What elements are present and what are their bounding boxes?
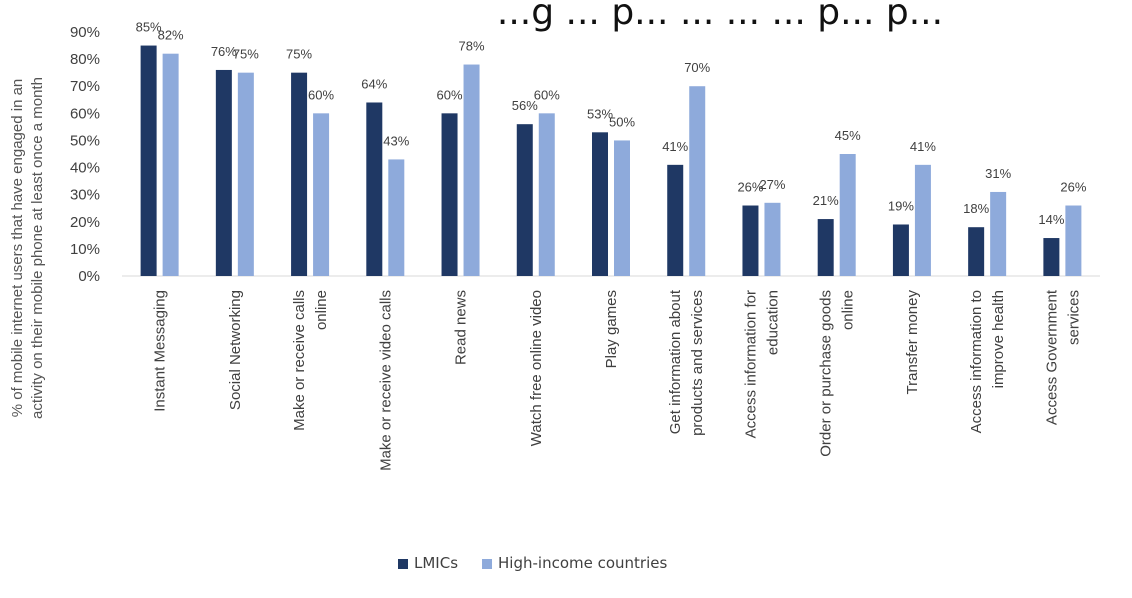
bar-high-income [1065,205,1082,276]
bar-high-income [538,113,555,276]
bar-lmics [892,224,909,276]
bar-high-income [614,140,630,276]
bar-lmics [817,219,834,276]
bar-lmics [366,102,383,276]
x-tick-label: education [764,290,781,355]
x-tick-label: Make or receive calls [291,290,308,431]
bar-high-income [689,86,706,276]
data-label: 43% [383,133,409,148]
bar-lmics [215,69,232,276]
data-label: 26% [1060,180,1086,195]
data-label: 60% [534,87,560,102]
data-label: 45% [835,128,861,143]
y-tick-label: 30% [70,187,100,204]
bar-lmics [441,113,458,276]
bar-lmics [968,227,985,276]
legend-swatch-high-income [482,559,493,569]
x-tick-label: products and services [689,290,706,436]
x-tick-label: Access Government [1043,289,1060,425]
y-tick-label: 40% [70,160,100,177]
bar-lmics [291,72,308,277]
data-label: 56% [512,98,538,113]
x-tick-label: Social Networking [227,290,244,410]
data-label: 60% [437,87,463,102]
x-tick-label: Access information to [968,290,985,433]
y-axis-label: % of mobile internet users that have eng… [9,77,46,419]
data-label: 50% [609,114,635,129]
data-label: 64% [361,76,387,91]
y-tick-label: 90% [70,24,100,41]
data-label: 31% [985,166,1011,181]
bar-lmics [592,132,608,276]
x-tick-label: Make or receive video calls [377,290,394,471]
y-tick-label: 60% [70,105,100,122]
data-label: 82% [158,28,184,43]
data-label: 26% [737,180,763,195]
y-axis-ticks: 0% 10% 20% 30% 40% 50% 60% 70% 80% 90% [70,24,100,285]
y-tick-label: 80% [70,51,100,68]
data-label: 19% [888,198,914,213]
y-tick-label: 20% [70,214,100,231]
x-tick-label: Watch free online video [528,290,545,446]
x-tick-label: Get information about [667,289,684,434]
bars [140,45,1082,277]
bar-lmics [140,45,157,276]
legend-swatch-lmics [398,559,408,569]
legend-label: LMICs [414,554,458,572]
x-tick-label: Play games [603,290,620,368]
data-label: 85% [136,20,162,35]
x-tick-label: Order or purchase goods [818,290,835,457]
bar-high-income [237,72,254,277]
y-axis-label-line: activity on their mobile phone at least … [29,77,46,419]
x-tick-label: improve health [990,290,1007,388]
x-tick-label: Read news [453,290,470,365]
bar-high-income [162,53,179,276]
data-label: 70% [684,60,710,75]
y-tick-label: 0% [78,268,100,285]
bar-lmics [667,164,684,276]
y-tick-label: 10% [70,241,100,258]
data-label: 14% [1038,212,1064,227]
bar-high-income [388,159,405,276]
data-label: 21% [813,193,839,208]
x-tick-label: online [840,290,857,330]
data-label: 75% [286,47,312,62]
data-label: 76% [211,44,237,59]
chart-title-partial: ...g ... p... ... ... ... p... p... [497,0,943,33]
y-axis-label-line: % of mobile internet users that have eng… [9,79,26,418]
bar-high-income [839,154,856,276]
bar-high-income [990,191,1007,276]
legend-label: High-income countries [498,554,667,572]
bar-high-income [313,113,330,276]
data-label: 41% [910,139,936,154]
data-label: 18% [963,201,989,216]
bar-lmics [742,205,759,276]
x-tick-label: Instant Messaging [152,290,169,412]
x-tick-label: services [1065,290,1082,345]
data-label: 41% [662,139,688,154]
legend: LMICs High-income countries [398,554,667,572]
data-labels: 85%76% 75%64%60%56%53%41%26%21% 19% 18%14%8… [136,20,1087,227]
y-tick-label: 70% [70,78,100,95]
bar-lmics [1043,238,1060,276]
bar-high-income [764,202,781,276]
data-label: 53% [587,106,613,121]
x-tick-label: online [313,290,330,330]
data-label: 60% [308,87,334,102]
bar-high-income [463,64,480,277]
bar-lmics [516,124,533,276]
bar-high-income [914,164,931,276]
y-tick-label: 50% [70,132,100,149]
data-label: 27% [759,177,785,192]
data-label: 78% [459,39,485,54]
x-tick-label: Access information for [742,290,759,438]
x-tick-label: Transfer money [904,290,921,395]
data-label: 75% [233,47,259,62]
x-axis-ticks: Instant Messaging Social Networking Make o… [152,289,1083,471]
